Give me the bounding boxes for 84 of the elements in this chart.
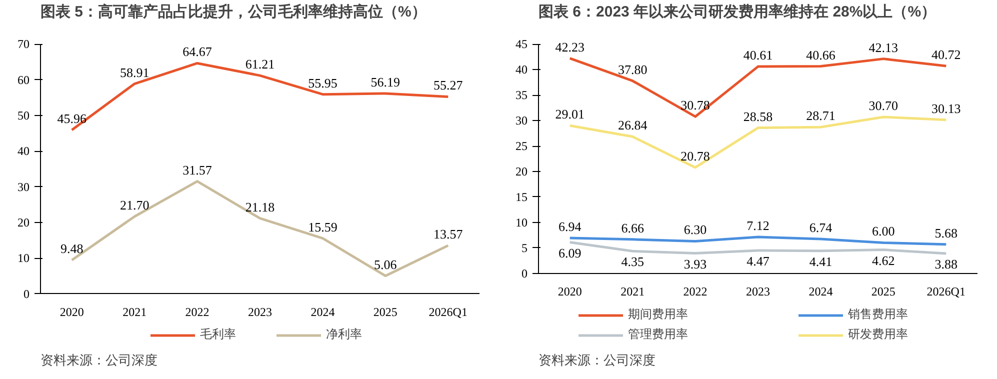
data-label: 40.72	[932, 46, 961, 62]
x-tick-label: 2022	[683, 284, 708, 298]
data-label: 55.27	[434, 78, 464, 93]
data-label: 56.19	[370, 74, 400, 90]
data-label: 28.58	[743, 108, 773, 124]
data-label: 40.61	[743, 48, 773, 63]
data-label: 4.35	[621, 254, 644, 270]
y-tick-label: 30	[516, 114, 528, 128]
data-label: 3.93	[684, 256, 707, 272]
data-label: 13.57	[434, 226, 464, 242]
x-tick-label: 2025	[871, 284, 896, 298]
y-tick-label: 0	[522, 266, 528, 280]
data-label: 5.68	[934, 225, 958, 240]
text: 资料来源：公司深度	[538, 352, 656, 368]
y-tick-label: 40	[18, 144, 30, 158]
data-label: 42.23	[555, 39, 584, 54]
data-label: 29.01	[555, 106, 584, 122]
y-tick-label: 35	[516, 88, 528, 102]
y-tick-label: 50	[18, 108, 30, 123]
data-label: 4.41	[809, 254, 832, 269]
data-label: 30.70	[868, 98, 898, 113]
data-label: 64.67	[182, 44, 212, 60]
y-tick-label: 45	[516, 37, 528, 52]
data-label: 21.18	[245, 199, 275, 214]
legend-label: 净利率	[326, 326, 362, 343]
data-label: 40.66	[806, 47, 836, 62]
x-tick-label: 2022	[185, 304, 210, 319]
data-label: 6.94	[558, 218, 582, 234]
y-tick-label: 40	[516, 62, 528, 77]
data-label: 15.59	[308, 219, 338, 234]
y-tick-label: 70	[18, 37, 30, 52]
data-label: 45.96	[57, 110, 87, 126]
data-label: 4.47	[746, 254, 770, 269]
data-label: 55.95	[308, 75, 338, 90]
y-tick-label: 15	[516, 190, 528, 204]
legend-label: 毛利率	[200, 326, 236, 343]
x-tick-label: 2021	[620, 284, 645, 298]
legend-label: 销售费用率	[848, 306, 908, 323]
data-label: 30.78	[680, 98, 710, 113]
data-label: 26.84	[618, 118, 648, 133]
y-tick-label: 20	[516, 164, 528, 178]
x-tick-label: 2020	[60, 304, 84, 319]
data-label: 7.12	[746, 218, 770, 234]
data-label: 9.48	[60, 241, 84, 256]
chart-title: 图表 5：高可靠产品占比提升，公司毛利率维持高位（%）	[40, 2, 426, 20]
legend-label: 期间费用率	[628, 306, 688, 323]
x-tick-label: 2024	[310, 304, 335, 319]
data-label: 58.91	[120, 64, 150, 80]
text: 资料来源：公司深度	[40, 352, 158, 368]
x-tick-label: 2024	[808, 284, 833, 298]
data-label: 61.21	[245, 56, 275, 72]
x-tick-label: 2025	[373, 304, 398, 319]
data-label: 42.13	[868, 40, 898, 55]
y-tick-label: 25	[516, 139, 528, 154]
x-tick-label: 2026Q1	[428, 304, 468, 319]
x-tick-label: 2023	[248, 304, 272, 319]
y-tick-label: 0	[24, 286, 30, 301]
data-label: 20.78	[680, 148, 710, 164]
y-tick-label: 20	[18, 216, 30, 230]
data-label: 31.57	[182, 162, 212, 178]
x-tick-label: 2021	[122, 304, 147, 319]
data-label: 3.88	[934, 256, 958, 272]
data-label: 37.80	[618, 62, 648, 77]
data-label: 6.09	[558, 245, 582, 260]
x-tick-label: 2020	[558, 284, 582, 298]
data-label: 4.62	[872, 252, 895, 268]
x-tick-label: 2026Q1	[926, 284, 966, 298]
legend-label: 研发费用率	[848, 326, 908, 343]
y-tick-label: 5	[522, 240, 528, 255]
chart-title: 图表 6：2023 年以来公司研发费用率维持在 28%以上（%）	[538, 2, 936, 20]
data-label: 6.30	[684, 222, 707, 238]
data-label: 6.74	[809, 220, 833, 235]
data-label: 21.70	[120, 198, 150, 212]
data-label: 5.06	[374, 256, 398, 272]
y-tick-label: 10	[516, 215, 528, 230]
y-tick-label: 30	[18, 180, 30, 194]
x-tick-label: 2023	[746, 284, 770, 298]
legend-label: 管理费用率	[628, 326, 688, 343]
data-label: 28.71	[806, 108, 836, 124]
y-tick-label: 10	[18, 251, 30, 266]
data-label: 6.66	[621, 220, 644, 236]
y-tick-label: 60	[18, 72, 30, 87]
data-label: 6.00	[872, 224, 895, 239]
data-label: 30.13	[932, 100, 961, 116]
